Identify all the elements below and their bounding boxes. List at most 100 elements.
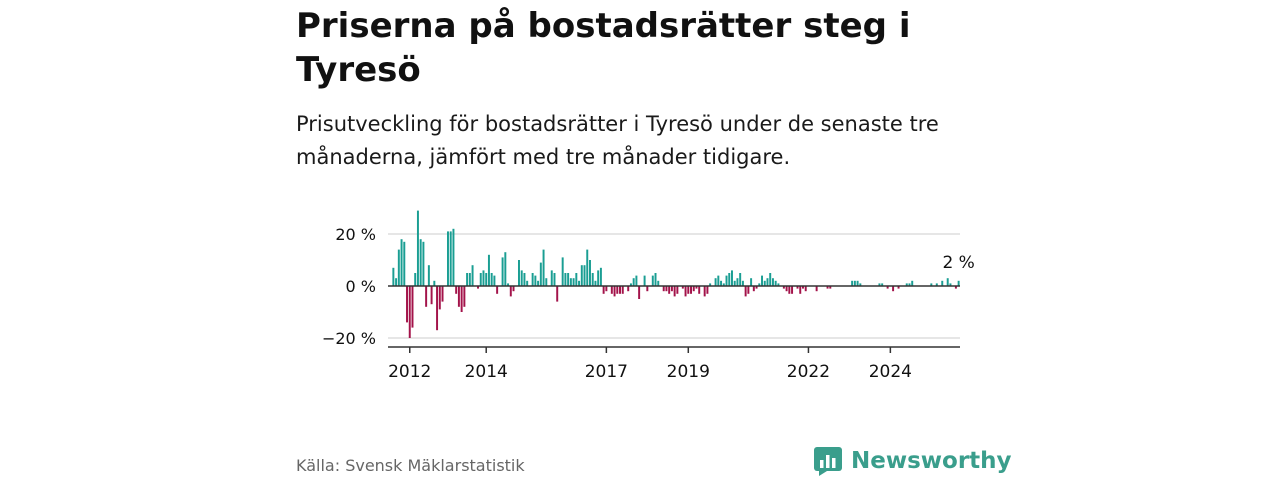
bar [578, 280, 581, 286]
source-note: Källa: Svensk Mäklarstatistik [296, 456, 525, 475]
bar [403, 241, 406, 286]
bar [853, 280, 856, 286]
bar [575, 273, 578, 286]
bar [542, 249, 545, 286]
bar [632, 278, 635, 286]
x-axis-ticks: 2012 2014 2017 2019 2022 2024 [388, 347, 912, 382]
bar [763, 280, 766, 286]
bar [477, 286, 480, 289]
brand-name: Newsworthy [851, 448, 1012, 474]
bar [676, 286, 679, 294]
bar [479, 273, 482, 286]
bar [493, 275, 496, 286]
bar [545, 278, 548, 286]
bar [588, 260, 591, 286]
bar [755, 286, 758, 289]
bar [419, 239, 422, 286]
bar [665, 286, 668, 292]
bar [427, 265, 430, 286]
bar [496, 286, 499, 294]
bar [392, 267, 395, 286]
bar [722, 283, 725, 286]
x-tick-label: 2022 [787, 362, 830, 382]
gridlines [388, 233, 960, 339]
bar [638, 286, 641, 299]
bar [714, 278, 717, 286]
bar [851, 280, 854, 286]
x-tick-label: 2014 [465, 362, 508, 382]
bar [791, 286, 794, 294]
bar [591, 273, 594, 286]
bar [597, 270, 600, 286]
bar [550, 270, 553, 286]
bar [599, 267, 602, 286]
x-tick-label: 2017 [585, 362, 628, 382]
bar [886, 286, 889, 289]
bar [635, 275, 638, 286]
bar [766, 278, 769, 286]
bars [392, 210, 960, 338]
bar [613, 286, 616, 297]
bar [526, 280, 529, 286]
bar [949, 283, 952, 286]
y-tick-label: 0 % [346, 277, 376, 296]
bar [441, 286, 444, 302]
bar [564, 273, 567, 286]
bar [602, 286, 605, 294]
bar [668, 286, 671, 294]
bar-chart-logo-icon [814, 447, 842, 476]
bar [829, 286, 832, 289]
bar [556, 286, 559, 302]
bar [416, 210, 419, 286]
bar [815, 286, 818, 292]
bar [657, 280, 660, 286]
bar [627, 286, 630, 292]
bar [471, 265, 474, 286]
x-tick-label: 2024 [869, 362, 912, 382]
bar [897, 286, 900, 289]
bar [520, 270, 523, 286]
bar [662, 286, 665, 292]
bar [397, 249, 400, 286]
bar [457, 286, 460, 307]
bar [730, 270, 733, 286]
bar [946, 278, 949, 286]
bar [799, 286, 802, 294]
bar [408, 286, 411, 338]
bar [485, 273, 488, 286]
bar [856, 280, 859, 286]
bar [580, 265, 583, 286]
bar [703, 286, 706, 297]
bar [411, 286, 414, 328]
bar [709, 283, 712, 286]
bar [826, 286, 829, 289]
bar [728, 273, 731, 286]
bar [739, 273, 742, 286]
bar [400, 239, 403, 286]
bar [698, 286, 701, 294]
bar [512, 286, 515, 292]
bar [777, 283, 780, 286]
bar [537, 280, 540, 286]
brand-logo[interactable]: Newsworthy [813, 446, 1012, 476]
bar [567, 273, 570, 286]
bar [438, 286, 441, 310]
bar [455, 286, 458, 294]
bar [892, 286, 895, 292]
bar [517, 260, 520, 286]
bar [717, 275, 720, 286]
bar [750, 278, 753, 286]
bar [654, 273, 657, 286]
bar [788, 286, 791, 294]
bar [583, 265, 586, 286]
bar [758, 283, 761, 286]
bar [761, 275, 764, 286]
bar [643, 275, 646, 286]
bar [801, 286, 804, 289]
bar [629, 283, 632, 286]
bar [769, 273, 772, 286]
bar [796, 286, 799, 289]
bar [621, 286, 624, 294]
bar [684, 286, 687, 297]
bar [878, 283, 881, 286]
